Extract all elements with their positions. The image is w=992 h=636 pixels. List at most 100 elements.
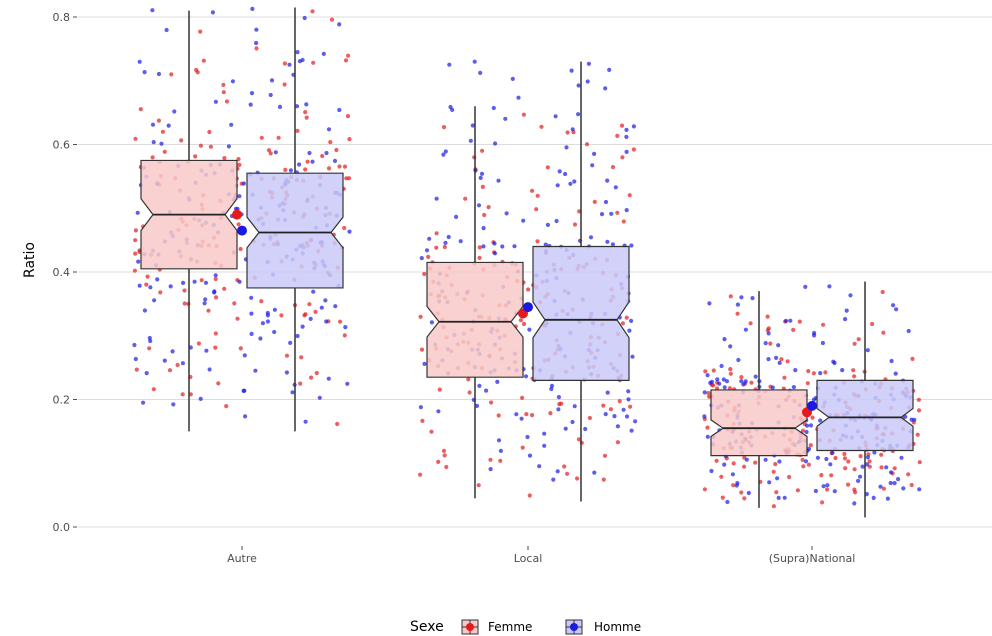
jitter-point [441,125,447,130]
jitter-point [629,243,634,248]
x-tick-label: Autre [227,552,257,565]
jitter-point [147,346,152,351]
jitter-point [575,476,580,481]
jitter-point [496,438,502,443]
jitter-point [142,308,147,313]
jitter-point [569,68,574,73]
jitter-point [443,240,448,245]
jitter-point [321,51,326,57]
jitter-point [800,428,806,433]
jitter-point [894,307,899,312]
jitter-point [626,389,631,394]
jitter-point [269,78,275,83]
jitter-point [326,166,332,171]
jitter-point [856,337,861,342]
legend-title: Sexe [410,619,444,635]
jitter-point [586,61,592,66]
jitter-point [162,149,167,154]
jitter-point [521,112,527,117]
jitter-point [797,319,802,324]
box-plots [140,7,914,518]
jitter-point [237,194,242,199]
jitter-point [167,368,173,373]
jitter-point [150,155,155,160]
jitter-point [821,322,826,327]
jitter-point [534,207,539,212]
jitter-point [214,295,219,300]
jitter-point [238,346,243,351]
jitter-point [436,459,441,464]
jitter-point [731,461,736,466]
jitter-point [249,91,255,96]
jitter-point [823,370,828,375]
jitter-point [328,140,333,145]
jitter-point [334,147,339,153]
jitter-point [909,482,914,488]
jitter-point [294,104,300,109]
jitter-point [193,154,198,159]
jitter-point [222,286,227,291]
jitter-point [830,450,835,455]
jitter-point [308,316,313,321]
jitter-point [527,453,533,458]
jitter-point [203,297,208,302]
jitter-point [313,309,318,314]
jitter-point [707,394,712,399]
jitter-point [221,90,226,95]
jitter-point [852,487,857,492]
jitter-point [222,156,227,161]
jitter-point [707,301,712,306]
jitter-point [793,368,798,373]
jitter-point [545,165,550,170]
jitter-point [879,465,884,470]
jitter-point [615,210,620,215]
jitter-point [434,245,439,250]
jitter-point [602,453,608,458]
jitter-point [159,141,164,146]
jitter-point [444,464,449,470]
jitter-point [213,331,218,336]
jitter-point [557,402,562,407]
jitter-point [829,473,834,478]
jitter-point [535,239,540,244]
jitter-point [216,381,221,386]
jitter-point [180,392,185,397]
jitter-point [213,273,218,278]
box [246,172,344,289]
jitter-point [787,474,792,480]
jitter-point [892,466,897,471]
jitter-point [535,193,540,198]
jitter-point [317,395,322,400]
jitter-point [273,150,278,155]
jitter-point [891,303,896,308]
jitter-point [213,345,218,350]
jitter-point [310,9,315,14]
jitter-point [279,313,284,318]
jitter-point [443,149,448,154]
jitter-point [521,321,527,327]
jitter-point [320,153,325,159]
jitter-point [884,465,889,470]
jitter-point [338,319,343,324]
jitter-point [556,395,562,400]
jitter-point [548,411,553,416]
jitter-point [753,374,758,379]
jitter-point [230,79,235,84]
y-tick-label: 0.4 [53,266,71,279]
x-tick-label: (Supra)National [769,552,856,565]
jitter-point [605,178,610,183]
jitter-point [422,271,427,277]
jitter-point [527,493,532,498]
jitter-point [500,244,505,249]
jitter-point [332,158,338,163]
jitter-point [268,151,273,156]
jitter-point [725,499,730,505]
jitter-point [259,299,264,304]
jitter-point [739,375,744,380]
jitter-point [530,413,535,418]
jitter-point [810,415,815,420]
jitter-point [478,70,483,75]
jitter-point [132,342,137,348]
jitter-point [454,214,459,219]
jitter-point [856,478,861,483]
